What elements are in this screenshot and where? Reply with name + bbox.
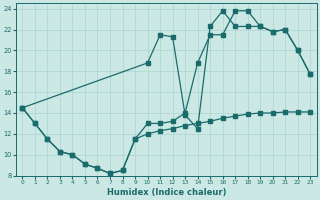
X-axis label: Humidex (Indice chaleur): Humidex (Indice chaleur) <box>107 188 226 197</box>
